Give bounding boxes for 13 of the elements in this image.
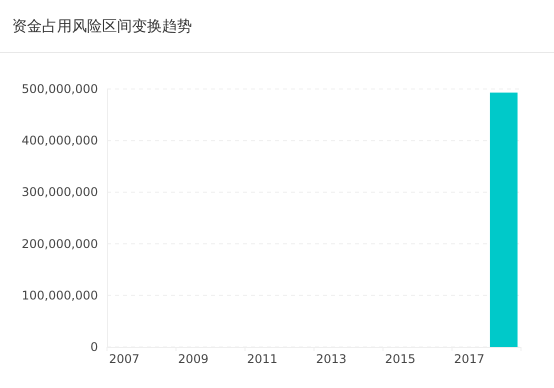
x-tick-label: 2011 xyxy=(246,352,278,366)
y-tick-label: 0 xyxy=(90,340,98,354)
x-tick-label: 2013 xyxy=(316,352,347,366)
y-tick-label: 400,000,000 xyxy=(22,134,98,148)
y-tick-label: 300,000,000 xyxy=(22,185,98,200)
x-tick-label: 2009 xyxy=(178,352,209,366)
chart-title: 资金占用风险区间变换趋势 xyxy=(12,17,192,35)
x-tick-label: 2017 xyxy=(454,352,485,366)
y-tick-label: 200,000,000 xyxy=(22,236,98,251)
x-tick-label: 2007 xyxy=(108,352,140,366)
y-tick-label: 500,000,000 xyxy=(22,82,98,96)
x-tick-label: 2015 xyxy=(384,352,416,366)
y-tick-label: 100,000,000 xyxy=(22,288,98,302)
